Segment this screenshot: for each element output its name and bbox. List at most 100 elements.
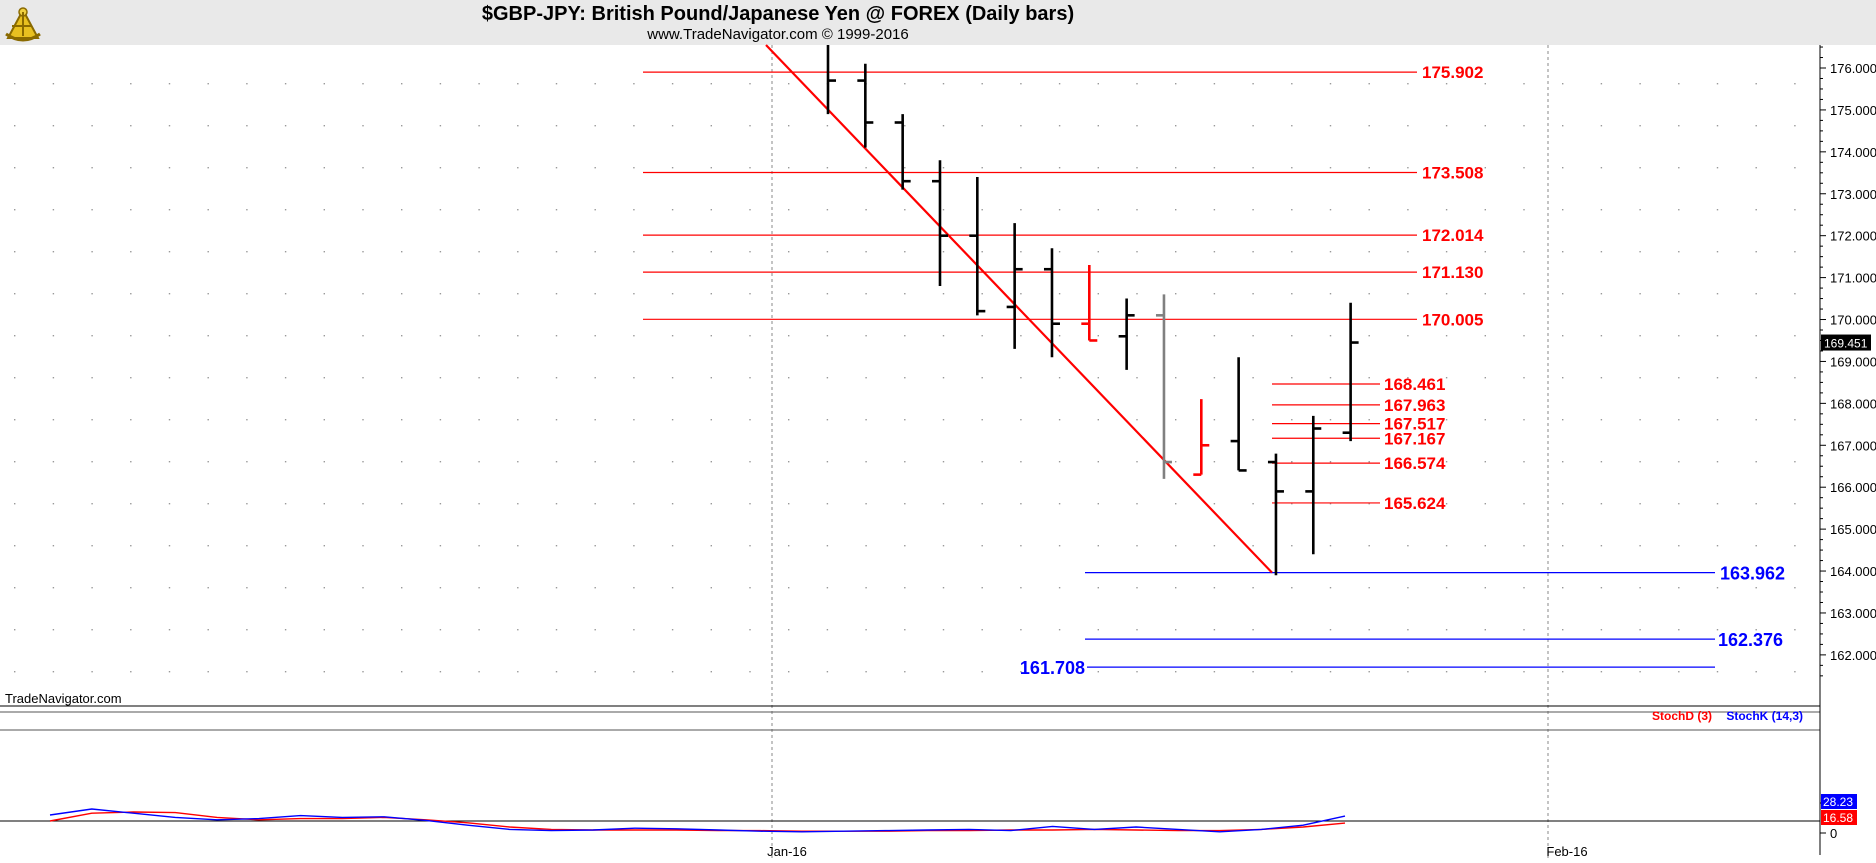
grid-dot — [1291, 461, 1293, 463]
grid-dot — [1329, 671, 1332, 673]
grid-dot — [1368, 419, 1370, 421]
grid-dot — [1213, 125, 1216, 127]
grid-dot — [865, 671, 867, 673]
grid-dot — [14, 209, 16, 211]
chart-header: $GBP-JPY: British Pound/Japanese Yen @ F… — [0, 0, 1876, 45]
grid-dot — [1020, 587, 1022, 589]
grid-dot — [284, 587, 287, 589]
grid-dot — [1136, 167, 1138, 169]
grid-dot — [1639, 377, 1641, 379]
grid-dot — [1407, 461, 1409, 463]
ohlc-bar — [1342, 302, 1359, 442]
grid-dot — [1484, 209, 1486, 211]
grid-dot — [1755, 587, 1757, 589]
y-tick-label: 173.000 — [1830, 187, 1876, 202]
grid-dot — [1678, 671, 1680, 673]
grid-dot — [401, 209, 403, 211]
grid-dot — [594, 587, 596, 589]
grid-dot — [1097, 125, 1099, 127]
grid-dot — [981, 587, 983, 589]
grid-dot — [1407, 671, 1409, 673]
grid-dot — [1678, 251, 1680, 253]
grid-dot — [1020, 83, 1022, 85]
grid-dot — [555, 377, 558, 379]
grid-dot — [1136, 293, 1138, 295]
grid-dot — [1445, 251, 1448, 253]
y-tick-label: 176.000 — [1830, 61, 1876, 76]
grid-dot — [1523, 587, 1525, 589]
grid-dot — [671, 125, 674, 127]
grid-dot — [168, 377, 171, 379]
grid-dot — [1020, 209, 1022, 211]
grid-dot — [439, 671, 442, 673]
grid-dot — [1368, 167, 1370, 169]
grid-dot — [1484, 293, 1486, 295]
grid-dot — [478, 629, 480, 631]
grid-dot — [1639, 545, 1641, 547]
last-price-tag — [1821, 334, 1871, 351]
grid-dot — [1484, 125, 1486, 127]
grid-dot — [1291, 419, 1293, 421]
grid-dot — [1523, 335, 1525, 337]
grid-dot — [826, 167, 829, 169]
grid-dot — [1407, 167, 1409, 169]
grid-dot — [52, 461, 55, 463]
grid-dot — [710, 209, 712, 211]
grid-dot — [1523, 293, 1525, 295]
grid-dot — [1678, 335, 1680, 337]
grid-dot — [1523, 209, 1525, 211]
grid-dot — [1716, 545, 1719, 547]
grid-dot — [904, 125, 906, 127]
grid-dot — [478, 545, 480, 547]
grid-dot — [130, 167, 132, 169]
grid-dot — [1097, 503, 1099, 505]
grid-dot — [942, 503, 945, 505]
grid-dot — [1562, 167, 1564, 169]
chart-title: $GBP-JPY: British Pound/Japanese Yen @ F… — [481, 3, 1075, 25]
grid-dot — [1639, 629, 1641, 631]
grid-dot — [207, 545, 209, 547]
grid-dot — [1678, 419, 1680, 421]
grid-dot — [362, 545, 364, 547]
grid-dot — [362, 419, 364, 421]
grid-dot — [52, 251, 55, 253]
grid-dot — [517, 335, 519, 337]
grid-dot — [904, 461, 906, 463]
grid-dot — [1058, 461, 1061, 463]
grid-dot — [1755, 503, 1757, 505]
grid-dot — [1445, 377, 1448, 379]
grid-dot — [284, 419, 287, 421]
grid-dot — [52, 209, 55, 211]
grid-dot — [439, 587, 442, 589]
grid-dot — [1407, 83, 1409, 85]
grid-dot — [1097, 83, 1099, 85]
grid-dot — [671, 335, 674, 337]
grid-dot — [1484, 419, 1486, 421]
resistance-label: 172.014 — [1422, 226, 1484, 245]
grid-dot — [1252, 419, 1254, 421]
grid-dot — [1678, 503, 1680, 505]
grid-dot — [594, 167, 596, 169]
grid-dot — [207, 503, 209, 505]
grid-dot — [826, 545, 829, 547]
grid-dot — [1794, 629, 1796, 631]
grid-dot — [1716, 335, 1719, 337]
grid-dot — [942, 167, 945, 169]
grid-dot — [1678, 167, 1680, 169]
grid-dot — [981, 335, 983, 337]
y-tick-label: 170.000 — [1830, 313, 1876, 328]
grid-dot — [671, 629, 674, 631]
grid-dot — [1484, 251, 1486, 253]
grid-dot — [14, 629, 16, 631]
grid-dot — [1755, 335, 1757, 337]
resistance-label: 170.005 — [1422, 310, 1483, 329]
grid-dot — [633, 167, 635, 169]
grid-dot — [788, 587, 790, 589]
legend-stoch-d: StochD (3) — [1652, 709, 1712, 723]
grid-dot — [749, 419, 751, 421]
grid-dot — [478, 461, 480, 463]
grid-dot — [1020, 545, 1022, 547]
grid-dot — [904, 251, 906, 253]
grid-dot — [1368, 83, 1370, 85]
ohlc-bar — [969, 176, 986, 316]
